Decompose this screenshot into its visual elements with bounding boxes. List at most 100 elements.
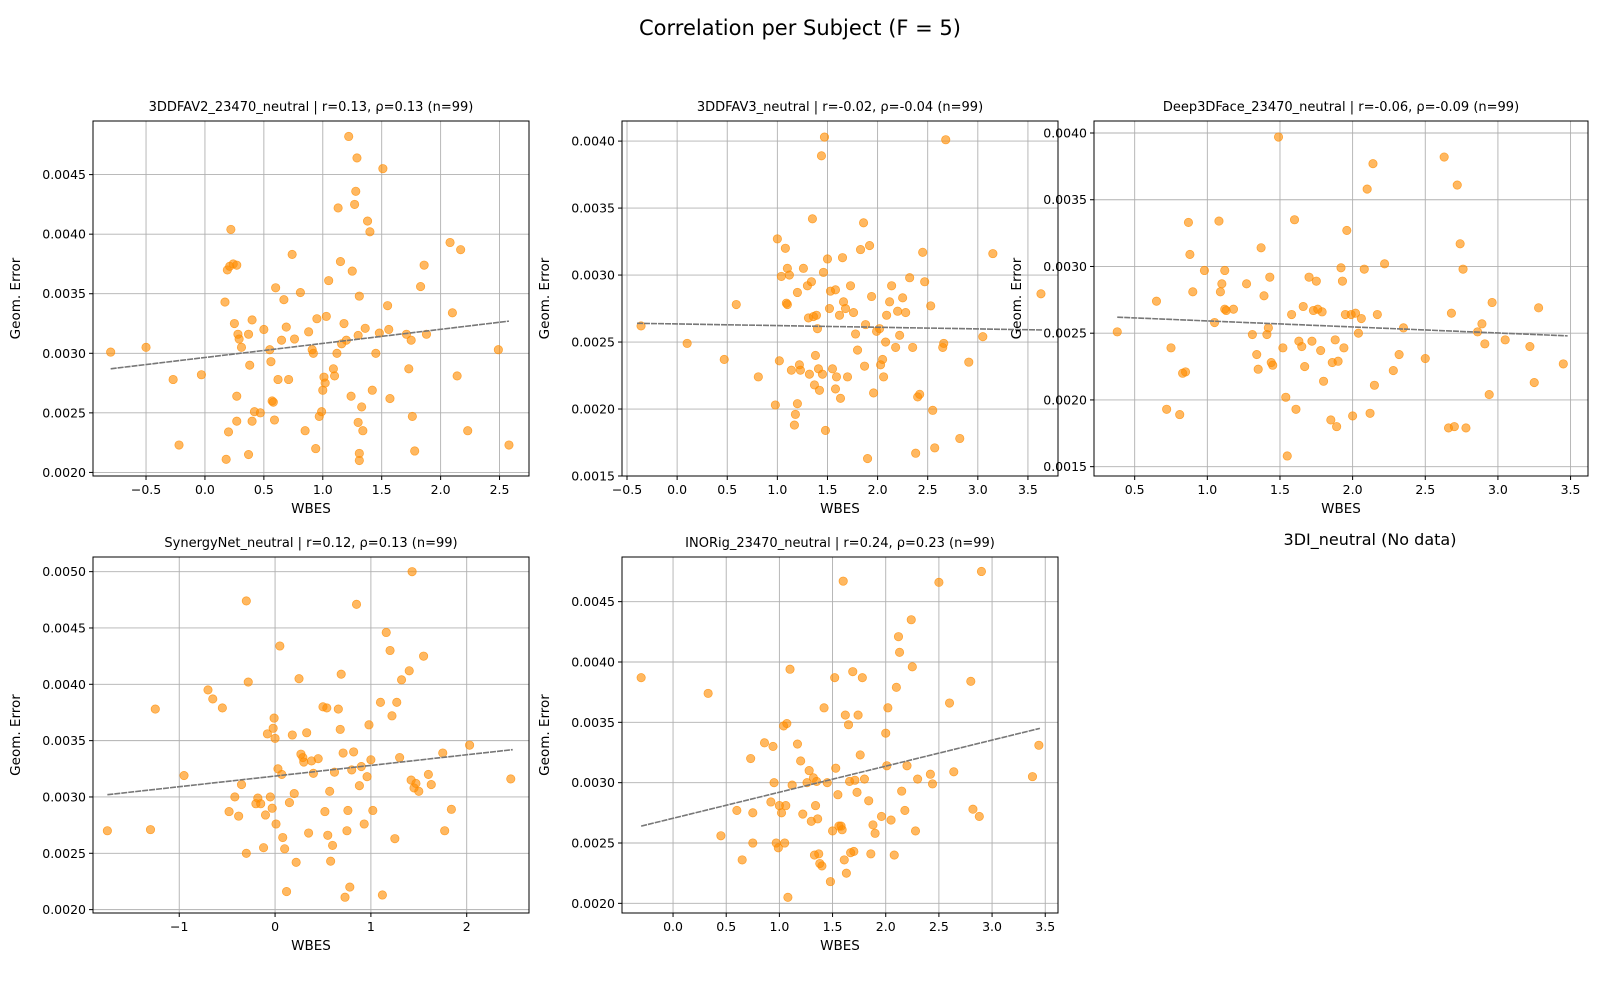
data-point [819, 132, 830, 142]
y-tick-label: 0.0015 [1043, 459, 1087, 474]
data-point [419, 651, 429, 661]
data-point [353, 417, 363, 427]
data-point [365, 227, 375, 237]
data-point [848, 308, 859, 318]
regression-line [1117, 316, 1568, 337]
data-point [1289, 215, 1300, 225]
data-point [768, 741, 778, 752]
y-tick-label: 0.0035 [571, 715, 615, 730]
data-point [230, 792, 240, 802]
data-point [304, 327, 314, 337]
data-point [333, 203, 343, 213]
data-point [1449, 422, 1459, 432]
x-tick-label: 1 [367, 919, 375, 934]
plot-frame [1093, 120, 1589, 477]
data-point [223, 427, 234, 437]
data-point [220, 297, 230, 307]
data-point [785, 664, 795, 674]
y-tick-label: 0.0025 [571, 836, 615, 851]
x-tick-label: 2.5 [490, 482, 510, 497]
data-point [786, 365, 796, 375]
data-point [843, 720, 854, 730]
data-point [284, 374, 294, 385]
data-point [1180, 367, 1191, 377]
data-point [905, 273, 915, 283]
x-tick-label: 0.0 [667, 482, 687, 497]
data-point [384, 324, 394, 335]
data-point [887, 281, 897, 291]
scatter-panel-synergynet: −1 0 1 2 0.0020 0.0025 0.0030 0.0035 0.0040 0.004… [8, 536, 530, 954]
data-point [1273, 132, 1284, 142]
y-tick-label: 0.0030 [42, 789, 86, 804]
data-point [241, 848, 251, 858]
data-point [867, 291, 877, 302]
data-point [359, 819, 369, 829]
data-point [381, 627, 391, 638]
x-tick-label: 0.0 [195, 482, 215, 497]
x-tick-label: 2.5 [929, 919, 949, 934]
data-point [855, 245, 866, 255]
data-point [354, 448, 364, 458]
regression-line [110, 320, 510, 370]
data-point [226, 224, 236, 234]
data-point [792, 739, 803, 749]
data-point [1317, 307, 1327, 317]
data-point [1316, 345, 1326, 356]
data-point [790, 409, 800, 419]
data-point [456, 245, 466, 255]
data-point [911, 448, 921, 458]
data-point [289, 334, 300, 344]
data-point [1265, 272, 1275, 282]
x-tick-label: 0.5 [717, 482, 737, 497]
data-point [817, 861, 827, 871]
data-point [875, 324, 885, 334]
data-point [782, 299, 792, 310]
data-point [313, 754, 323, 764]
data-point [883, 703, 893, 713]
data-point [818, 267, 829, 277]
data-point [349, 747, 359, 757]
y-tick-label: 0.0035 [42, 733, 86, 748]
data-point [421, 329, 432, 339]
data-point [362, 772, 372, 782]
data-point [256, 799, 266, 809]
data-point [395, 752, 405, 763]
data-point [1380, 259, 1390, 269]
data-point [330, 371, 340, 381]
data-point [360, 323, 370, 333]
data-point [426, 780, 436, 790]
data-point [852, 345, 863, 355]
data-point [822, 254, 833, 264]
data-point [229, 318, 239, 329]
data-point [335, 724, 345, 734]
data-point [1348, 411, 1358, 421]
x-tick-label: 1.5 [823, 919, 843, 934]
data-point [766, 797, 776, 807]
x-tick-label: 3.0 [1488, 482, 1508, 497]
data-point [897, 786, 907, 796]
data-point [289, 789, 299, 799]
y-tick-label: 0.0020 [42, 465, 86, 480]
data-point [221, 454, 231, 464]
data-point [1247, 329, 1257, 340]
data-point [506, 774, 516, 784]
data-point [363, 216, 373, 226]
data-point [863, 454, 873, 464]
data-point [1525, 341, 1535, 352]
y-tick-label: 0.0040 [1043, 126, 1087, 141]
x-tick-label: −0.5 [612, 482, 642, 497]
data-point [1228, 304, 1239, 314]
data-point [102, 826, 112, 836]
data-point [719, 354, 729, 365]
data-point [852, 787, 862, 797]
data-point [284, 798, 294, 808]
x-tick-label: 1.0 [1197, 482, 1217, 497]
data-point [759, 738, 770, 748]
data-point [311, 444, 321, 454]
y-tick-label: 0.0030 [1043, 259, 1087, 274]
data-point [232, 416, 242, 426]
data-point [908, 342, 918, 352]
data-point [1336, 263, 1346, 273]
data-point [850, 329, 861, 339]
x-axis-label: WBES [291, 501, 331, 517]
